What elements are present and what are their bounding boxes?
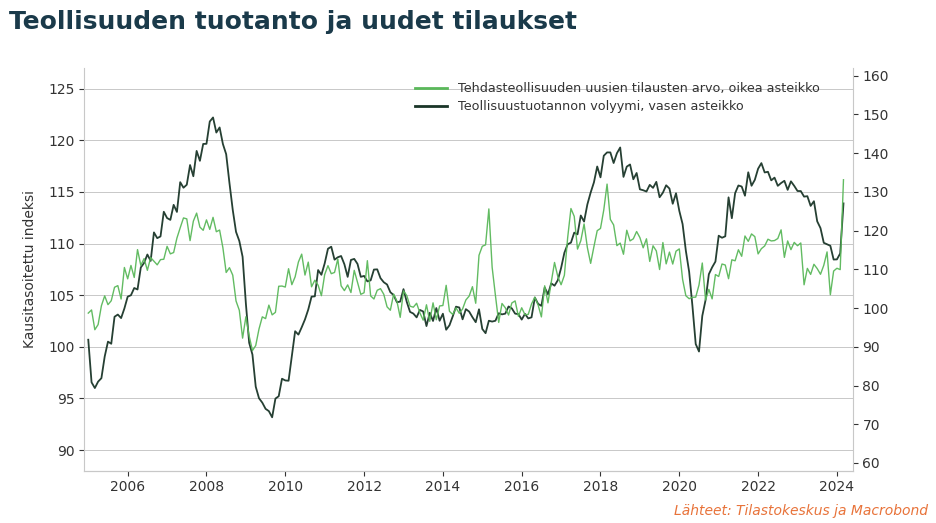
Text: Teollisuuden tuotanto ja uudet tilaukset: Teollisuuden tuotanto ja uudet tilaukset [9,10,577,35]
Legend: Tehdasteollisuuden uusien tilausten arvo, oikea asteikko, Teollisuustuotannon vo: Tehdasteollisuuden uusien tilausten arvo… [411,78,823,117]
Text: Lähteet: Tilastokeskus ja Macrobond: Lähteet: Tilastokeskus ja Macrobond [673,504,927,518]
Y-axis label: Kausitasoitettu indeksi: Kausitasoitettu indeksi [23,190,37,348]
